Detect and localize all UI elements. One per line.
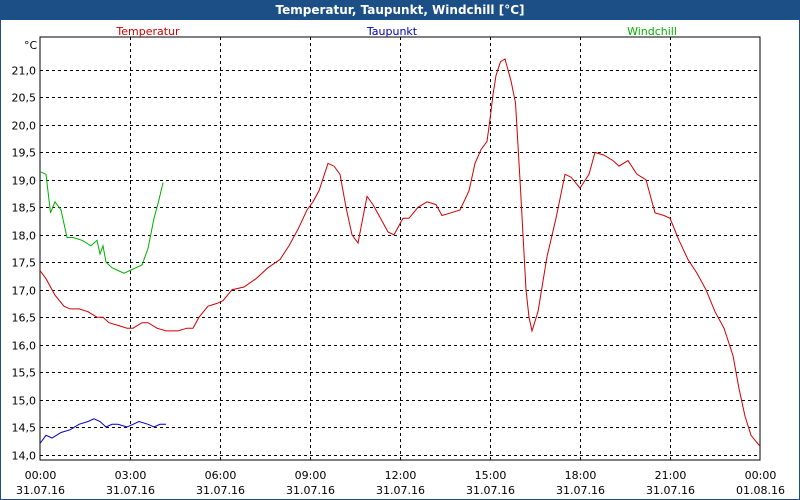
x-tick-time-label: 00:00	[25, 469, 57, 482]
x-tick-time-label: 21:00	[655, 469, 687, 482]
legend-taupunkt: Taupunkt	[366, 25, 418, 38]
x-tick-date-label: 31.07.16	[106, 484, 155, 497]
legend-windchill: Windchill	[627, 25, 677, 38]
y-tick-label: 20,0	[12, 120, 37, 133]
series-line-taupunkt	[39, 418, 166, 444]
y-tick-label: 19,0	[12, 175, 37, 188]
y-tick-label: 15,5	[12, 367, 37, 380]
y-tick-label: 18,5	[12, 202, 37, 215]
y-tick-label: 16,5	[12, 312, 37, 325]
y-tick-label: 17,5	[12, 257, 37, 270]
x-tick-time-label: 09:00	[295, 469, 327, 482]
y-tick-label: 14,0	[12, 450, 37, 463]
series-line-windchill	[39, 171, 164, 274]
x-tick-date-label: 31.07.16	[646, 484, 695, 497]
y-tick-label: 14,5	[12, 422, 37, 435]
x-tick-time-label: 12:00	[385, 469, 417, 482]
x-tick-date-label: 31.07.16	[556, 484, 605, 497]
x-tick-date-label: 31.07.16	[376, 484, 425, 497]
chart-title: Temperatur, Taupunkt, Windchill [°C]	[0, 0, 800, 20]
x-tick-date-label: 31.07.16	[466, 484, 515, 497]
x-tick-time-label: 18:00	[565, 469, 597, 482]
x-tick-date-label: 31.07.16	[16, 484, 65, 497]
x-tick-time-label: 03:00	[115, 469, 147, 482]
series-line-temperatur	[39, 58, 761, 447]
y-tick-label: 16,0	[12, 340, 37, 353]
y-axis-label: °C	[24, 39, 38, 52]
y-tick-label: 17,0	[12, 285, 37, 298]
x-tick-date-label: 31.07.16	[196, 484, 245, 497]
y-tick-label: 19,5	[12, 147, 37, 160]
x-tick-time-label: 15:00	[475, 469, 507, 482]
x-tick-date-label: 31.07.16	[286, 484, 335, 497]
y-tick-label: 21,0	[12, 65, 37, 78]
y-tick-label: 18,0	[12, 230, 37, 243]
x-tick-time-label: 00:00	[745, 469, 777, 482]
x-tick-time-label: 06:00	[205, 469, 237, 482]
legend-temperatur: Temperatur	[115, 25, 180, 38]
x-tick-date-label: 01.08.16	[736, 484, 785, 497]
y-tick-label: 20,5	[12, 92, 37, 105]
y-tick-label: 15,0	[12, 395, 37, 408]
